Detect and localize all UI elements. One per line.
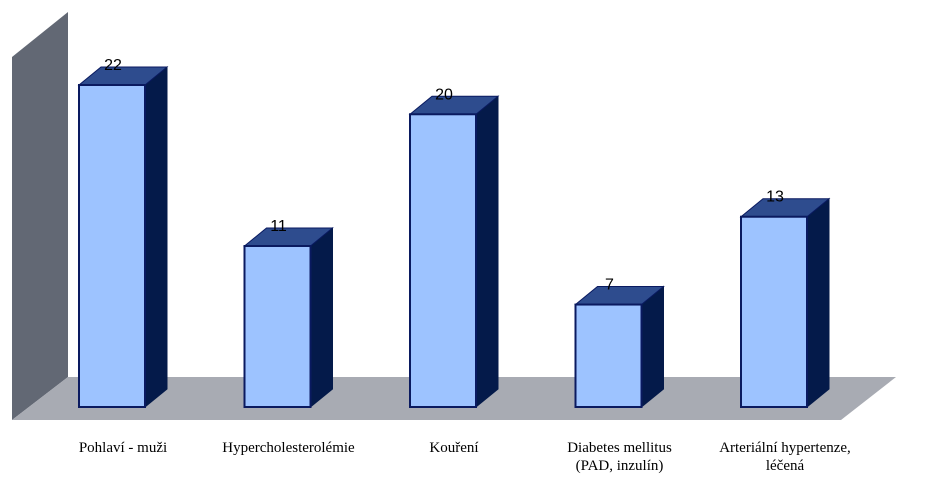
- bar-2: [243, 226, 334, 409]
- value-label: 13: [766, 189, 784, 206]
- bar-front: [740, 215, 808, 408]
- category-label: Diabetes mellitus (PAD, inzulín): [567, 440, 672, 474]
- category-label: Kouření: [429, 440, 478, 456]
- bar-3: [408, 95, 500, 409]
- bar-side: [806, 197, 830, 409]
- bar-side: [310, 226, 333, 409]
- labels-group: 22 Pohlaví - muži 11 Hypercholesterolémie 20…: [79, 57, 851, 474]
- value-label: 20: [435, 86, 453, 103]
- bar-front: [243, 245, 312, 408]
- bar-front: [409, 113, 477, 408]
- chart-back-wall: [12, 12, 68, 420]
- value-label: 22: [104, 57, 122, 74]
- bar-front: [574, 303, 643, 408]
- bar-side: [641, 285, 664, 409]
- category-label: Hypercholesterolémie: [222, 440, 355, 456]
- bar-1: [77, 65, 169, 409]
- bar-4: [574, 285, 665, 409]
- category-label: Pohlaví - muži: [79, 440, 167, 456]
- bars-group: [77, 65, 831, 409]
- value-label: 11: [270, 218, 287, 235]
- value-label: 7: [605, 277, 614, 294]
- category-label: Arteriální hypertenze, léčená: [719, 440, 851, 474]
- bar-side: [144, 65, 168, 409]
- bar-side: [475, 95, 499, 409]
- bar-5: [739, 197, 831, 409]
- bar-front: [78, 84, 146, 408]
